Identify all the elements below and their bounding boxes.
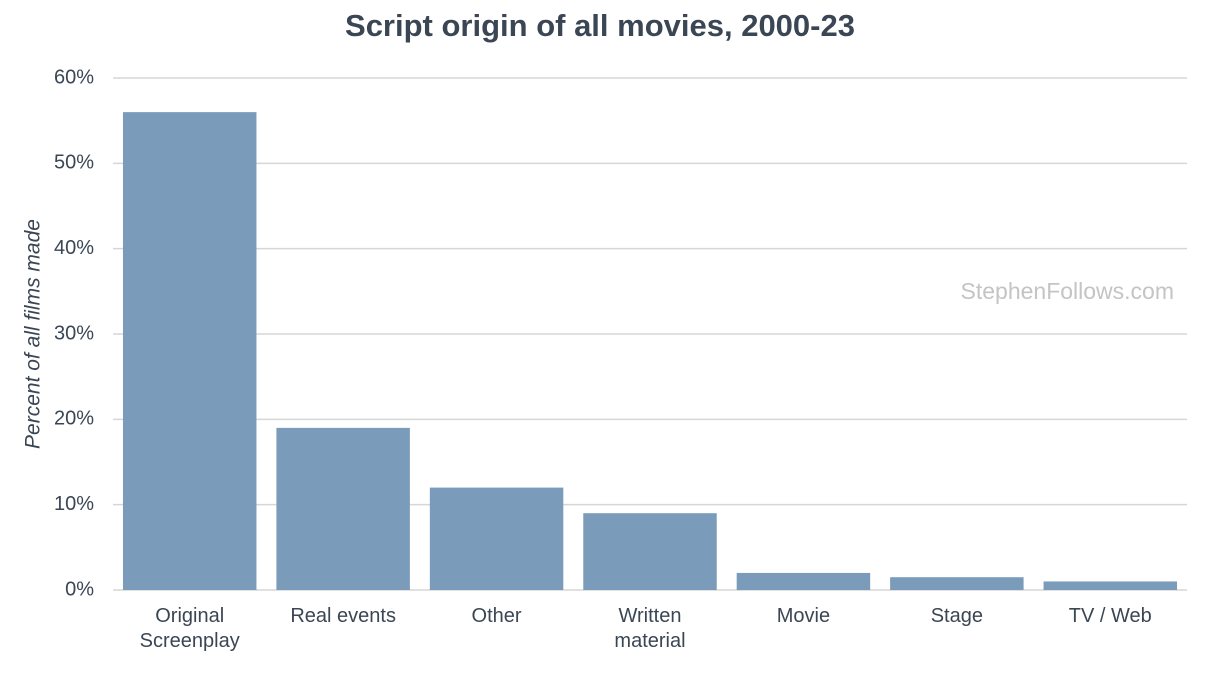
y-tick-label: 0% [65, 578, 94, 600]
x-tick-label: Written material [614, 605, 686, 652]
bar [890, 577, 1024, 590]
bar [1043, 581, 1178, 590]
bar [583, 513, 717, 590]
y-tick-label: 20% [54, 408, 94, 430]
x-tick-label: Stage [930, 605, 983, 627]
y-axis-label: Percent of all films made [22, 219, 45, 449]
y-tick-label: 30% [54, 322, 94, 344]
bar [429, 487, 564, 590]
x-tick-label: TV / Web [1068, 605, 1152, 627]
x-tick-label: Real events [290, 605, 396, 627]
x-tick-label: Original Screenplay [139, 605, 240, 652]
watermark: StephenFollows.com [961, 278, 1175, 304]
chart-title: Script origin of all movies, 2000-23 [345, 8, 855, 43]
y-tick-label: 50% [54, 152, 94, 174]
x-tick-label: Movie [776, 605, 831, 627]
y-tick-label: 10% [54, 493, 94, 515]
bar [276, 427, 410, 590]
y-tick-label: 60% [54, 66, 94, 88]
bar [736, 572, 871, 590]
bar [122, 112, 257, 590]
y-tick-label: 40% [54, 237, 94, 259]
x-tick-label: Other [471, 605, 522, 627]
